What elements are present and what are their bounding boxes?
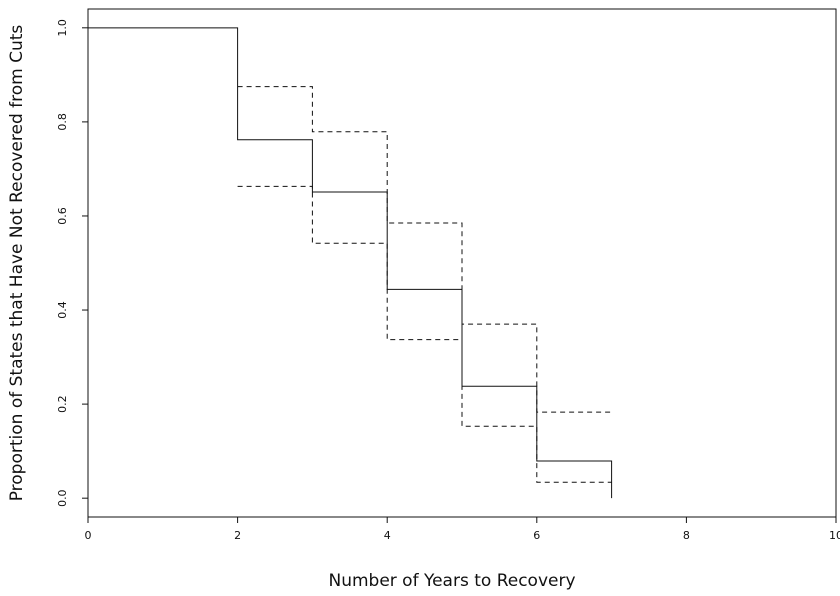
- x-tick-label: 2: [234, 529, 241, 542]
- y-tick-label: 0.4: [56, 301, 69, 319]
- y-tick-label: 0.2: [56, 395, 69, 413]
- series-layer: [88, 27, 613, 499]
- x-axis-title: Number of Years to Recovery: [328, 571, 575, 591]
- y-axis-title: Proportion of States that Have Not Recov…: [7, 25, 27, 502]
- x-tick-label: 0: [85, 529, 92, 542]
- y-tick-label: 0.8: [56, 113, 69, 131]
- x-tick-label: 8: [683, 529, 690, 542]
- y-tick-label: 0.0: [56, 489, 69, 507]
- x-tick-label: 6: [533, 529, 540, 542]
- y-axis: 0.0 0.2 0.4 0.6 0.8 1.0: [56, 19, 88, 507]
- plot-frame: [87, 8, 837, 518]
- x-axis: 0 2 4 6 8 10: [85, 517, 840, 542]
- series-line-2: [237, 185, 612, 483]
- y-tick-label: 0.6: [56, 207, 69, 225]
- y-tick-label: 1.0: [56, 19, 69, 37]
- series-line-1: [237, 86, 612, 413]
- x-tick-label: 10: [829, 529, 840, 542]
- series-line-0: [88, 27, 613, 499]
- x-tick-label: 4: [384, 529, 391, 542]
